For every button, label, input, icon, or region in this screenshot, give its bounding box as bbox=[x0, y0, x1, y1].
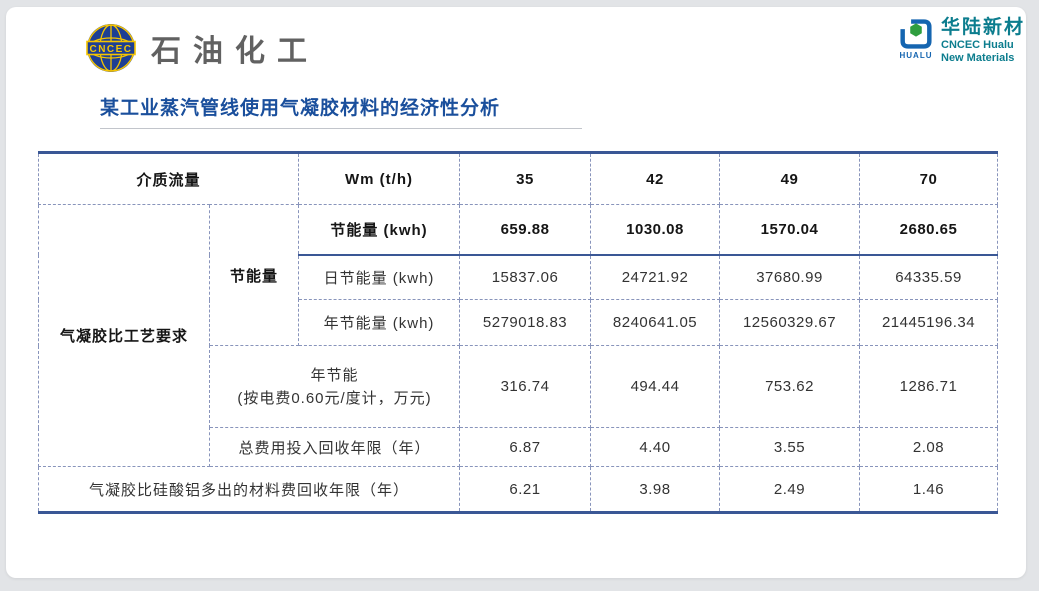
group-label-aerogel-vs-process: 气凝胶比工艺要求 bbox=[38, 204, 210, 467]
hualu-tagline: New Materials bbox=[941, 52, 1015, 64]
material-payback-value: 2.49 bbox=[719, 466, 861, 514]
daily-energy-value: 37680.99 bbox=[719, 254, 861, 300]
annual-energy-value: 21445196.34 bbox=[859, 299, 999, 346]
total-payback-label: 总费用投入回收年限（年） bbox=[208, 427, 461, 467]
cncec-globe-icon: CNCEC bbox=[86, 24, 136, 72]
row-energy-saved: 气凝胶比工艺要求 节能量 节能量 (kwh) 659.88 1030.08 15… bbox=[38, 204, 999, 467]
annual-saving-value: 1286.71 bbox=[859, 345, 999, 428]
annual-saving-value: 494.44 bbox=[590, 345, 721, 428]
flow-param-label: Wm (t/h) bbox=[298, 151, 461, 205]
slide-card: CNCEC 石油化工 HUALU 华陆新材 CNCEC Hualu New Ma… bbox=[6, 7, 1026, 578]
hualu-name-cn: 华陆新材 bbox=[941, 17, 1026, 38]
total-payback-value: 2.08 bbox=[859, 427, 999, 467]
flow-value: 49 bbox=[719, 151, 861, 205]
energy-saved-value: 2680.65 bbox=[859, 204, 999, 256]
energy-saved-value: 1030.08 bbox=[590, 204, 721, 256]
cncec-logo: CNCEC 石油化工 bbox=[85, 22, 319, 74]
material-payback-label: 气凝胶比硅酸铝多出的材料费回收年限（年） bbox=[37, 466, 461, 514]
annual-saving-value: 753.62 bbox=[719, 345, 861, 428]
page-title: 某工业蒸汽管线使用气凝胶材料的经济性分析 bbox=[100, 98, 501, 119]
energy-saved-value: 659.88 bbox=[459, 204, 592, 256]
row-total-payback: 总费用投入回收年限（年） 6.87 4.40 3.55 2.08 bbox=[39, 427, 999, 467]
annual-saving-value: 316.74 bbox=[459, 345, 592, 428]
flow-value: 42 bbox=[590, 151, 721, 205]
energy-saved-value: 1570.04 bbox=[719, 204, 861, 256]
cncec-brand-text: 石油化工 bbox=[151, 34, 319, 69]
total-payback-value: 6.87 bbox=[459, 427, 592, 467]
flow-value: 35 bbox=[459, 151, 592, 205]
economics-table: 介质流量 Wm (t/h) 35 42 49 70 气凝胶比工艺要求 节能量 节… bbox=[37, 151, 999, 514]
flow-value: 70 bbox=[859, 151, 999, 205]
daily-energy-value: 64335.59 bbox=[859, 254, 999, 300]
annual-energy-value: 12560329.67 bbox=[719, 299, 861, 346]
title-underline bbox=[100, 128, 582, 129]
total-payback-value: 3.55 bbox=[719, 427, 861, 467]
row-daily-energy: 日节能量 (kwh) 15837.06 24721.92 37680.99 64… bbox=[39, 254, 999, 300]
hualu-mark-label: HUALU bbox=[899, 51, 933, 60]
row-annual-energy: 年节能量 (kwh) 5279018.83 8240641.05 1256032… bbox=[39, 299, 999, 346]
material-payback-value: 1.46 bbox=[859, 466, 999, 514]
annual-energy-value: 5279018.83 bbox=[459, 299, 592, 346]
annual-energy-label: 年节能量 (kwh) bbox=[298, 299, 461, 346]
annual-saving-label: 年节能 (按电费0.60元/度计，万元) bbox=[208, 345, 461, 428]
daily-energy-value: 24721.92 bbox=[590, 254, 721, 300]
daily-energy-label: 日节能量 (kwh) bbox=[298, 254, 461, 300]
group-label-energy-saving: 节能量 bbox=[208, 204, 300, 346]
row-medium-flow: 介质流量 Wm (t/h) 35 42 49 70 bbox=[37, 151, 999, 205]
total-payback-value: 4.40 bbox=[590, 427, 721, 467]
row-material-payback: 气凝胶比硅酸铝多出的材料费回收年限（年） 6.21 3.98 2.49 1.46 bbox=[37, 466, 999, 514]
material-payback-value: 6.21 bbox=[459, 466, 592, 514]
annual-energy-value: 8240641.05 bbox=[590, 299, 721, 346]
medium-flow-label: 介质流量 bbox=[37, 151, 300, 205]
daily-energy-value: 15837.06 bbox=[459, 254, 592, 300]
material-payback-value: 3.98 bbox=[590, 466, 721, 514]
annual-saving-label-line1: 年节能 bbox=[310, 366, 359, 384]
energy-saved-label: 节能量 (kwh) bbox=[298, 204, 461, 256]
annual-saving-label-line2: (按电费0.60元/度计，万元) bbox=[237, 389, 432, 407]
hualu-logo: HUALU 华陆新材 CNCEC Hualu New Materials bbox=[895, 18, 1025, 64]
cncec-badge-text: CNCEC bbox=[89, 44, 132, 55]
row-annual-saving-money: 年节能 (按电费0.60元/度计，万元) 316.74 494.44 753.6… bbox=[39, 345, 999, 428]
hualu-mark-icon: HUALU bbox=[895, 18, 937, 60]
hualu-name-en: CNCEC Hualu bbox=[941, 39, 1014, 51]
